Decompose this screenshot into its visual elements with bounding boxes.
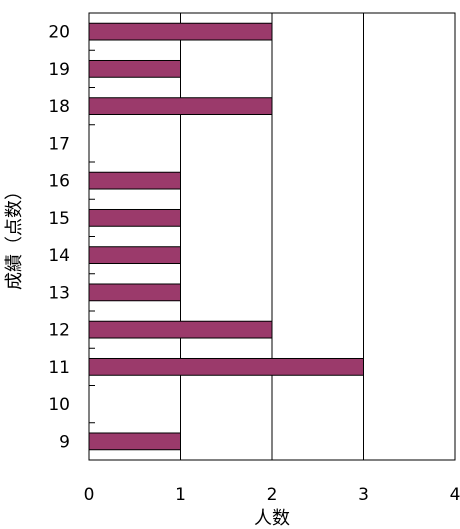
x-tick-label-2: 2 [267,485,278,505]
bar-15 [88,208,181,227]
y-tick-label-11: 11 [48,358,70,378]
y-tick-label-17: 17 [48,134,70,154]
y-axis-title: 成績（点数） [4,182,25,290]
y-tick-label-12: 12 [48,321,70,341]
x-tick-label-1: 1 [175,485,186,505]
y-tick-label-18: 18 [48,97,70,117]
y-tick-label-15: 15 [48,209,70,229]
x-tick-label-4: 4 [450,485,460,505]
x-tick-label-3: 3 [358,485,369,505]
x-tick-labels: 0 1 2 3 4 [84,485,460,505]
bar-16 [88,171,181,190]
bar-18 [88,97,273,116]
y-tick-label-20: 20 [48,23,70,43]
x-tick-label-0: 0 [84,485,95,505]
bar-13 [88,283,181,302]
gridlines [180,13,364,460]
y-axis-ticks [89,12,95,461]
y-tick-label-19: 19 [48,60,70,80]
y-tick-label-10: 10 [48,395,70,415]
bar-9 [88,432,181,451]
bar-20 [88,22,273,41]
x-axis-title: 人数 [254,508,290,529]
y-tick-label-14: 14 [48,246,70,266]
y-tick-label-16: 16 [48,172,70,192]
bar-12 [88,320,273,339]
y-tick-labels: 9 10 11 12 13 14 15 16 17 18 19 20 [48,23,70,453]
y-tick-label-13: 13 [48,283,70,303]
bar-11 [88,357,364,376]
bars [88,22,364,451]
bar-19 [88,59,181,78]
y-tick-label-9: 9 [59,432,70,452]
bar-14 [88,246,181,265]
